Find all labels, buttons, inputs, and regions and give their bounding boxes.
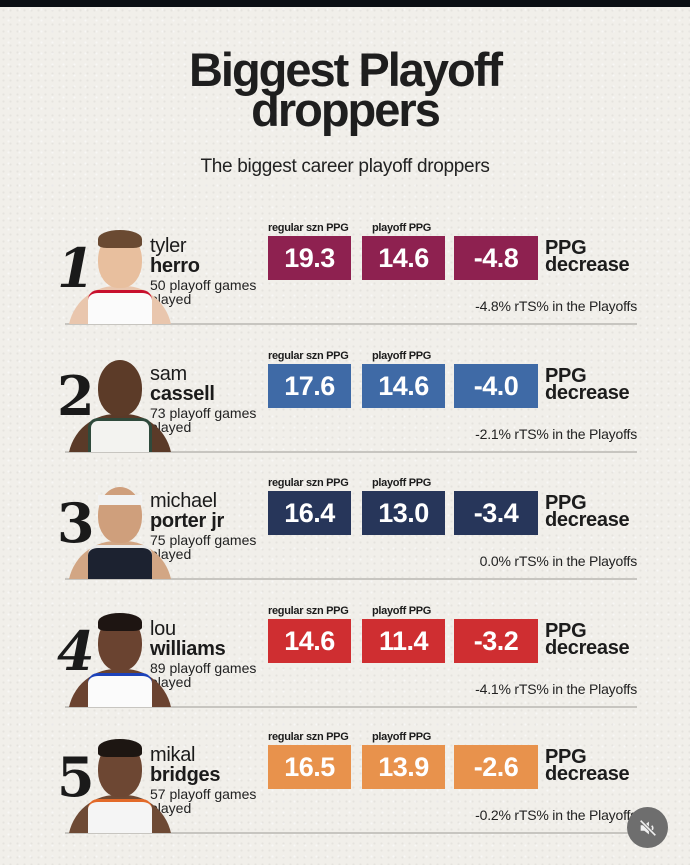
decrease-label-line-1: PPG [545, 492, 587, 514]
player-photo [64, 611, 172, 707]
ppg-decrease-label: PPG decrease [545, 746, 630, 785]
player-row-1: 1 tyler herro 50 playoff games played re… [0, 216, 690, 344]
decrease-label-line-1: PPG [545, 746, 587, 768]
ppg-decrease-label: PPG decrease [545, 620, 630, 659]
last-name: williams [150, 638, 226, 660]
rts-note: 0.0% rTS% in the Playoffs [479, 553, 638, 569]
player-row-5: 5 mikal bridges 57 playoff games played … [0, 725, 690, 853]
last-name: herro [150, 255, 200, 277]
decrease-label-line-1: PPG [545, 620, 587, 642]
row-divider [65, 832, 637, 834]
player-name: michael porter jr [150, 491, 224, 531]
ppg-decrease-label: PPG decrease [545, 237, 630, 276]
ppg-decrease-value: -4.0 [454, 364, 538, 408]
decrease-label-line-2: decrease [545, 254, 630, 276]
player-photo [64, 356, 172, 452]
ppg-decrease-label: PPG decrease [545, 492, 630, 531]
playoff-ppg-value: 14.6 [362, 236, 445, 280]
regular-ppg-value: 16.5 [268, 745, 351, 789]
regular-ppg-label: regular szn PPG [268, 477, 349, 489]
title-line-1: Biggest Playoff [188, 43, 503, 96]
rts-note: -4.8% rTS% in the Playoffs [475, 298, 637, 314]
decrease-label-line-2: decrease [545, 509, 630, 531]
player-photo [64, 737, 172, 833]
decrease-label-line-2: decrease [545, 763, 630, 785]
decrease-label-line-2: decrease [545, 382, 630, 404]
top-bar [0, 0, 690, 7]
rank-number: 4 [57, 619, 95, 683]
last-name: cassell [150, 383, 215, 405]
player-name: sam cassell [150, 364, 215, 404]
regular-ppg-label: regular szn PPG [268, 222, 349, 234]
playoff-ppg-value: 13.9 [362, 745, 445, 789]
regular-ppg-value: 17.6 [268, 364, 351, 408]
playoff-ppg-label: playoff PPG [372, 222, 432, 234]
decrease-label-line-2: decrease [545, 637, 630, 659]
player-photo [64, 483, 172, 579]
player-row-3: 3 michael porter jr 75 playoff games pla… [0, 471, 690, 599]
last-name: porter jr [150, 510, 224, 532]
playoff-ppg-label: playoff PPG [372, 477, 432, 489]
first-name: tyler [150, 235, 187, 257]
row-divider [65, 706, 637, 708]
ppg-decrease-value: -3.2 [454, 619, 538, 663]
regular-ppg-label: regular szn PPG [268, 605, 349, 617]
regular-ppg-label: regular szn PPG [268, 350, 349, 362]
playoff-ppg-value: 13.0 [362, 491, 445, 535]
playoff-ppg-value: 11.4 [362, 619, 445, 663]
first-name: sam [150, 363, 187, 385]
regular-ppg-value: 14.6 [268, 619, 351, 663]
mute-button[interactable] [627, 807, 668, 848]
player-name: tyler herro [150, 236, 200, 276]
rank-number: 3 [57, 491, 95, 555]
first-name: lou [150, 618, 176, 640]
regular-ppg-value: 19.3 [268, 236, 351, 280]
rts-note: -0.2% rTS% in the Playoffs [475, 807, 637, 823]
subtitle: The biggest career playoff droppers [200, 156, 490, 177]
ppg-decrease-value: -4.8 [454, 236, 538, 280]
row-divider [65, 323, 637, 325]
playoff-ppg-label: playoff PPG [372, 350, 432, 362]
first-name: michael [150, 490, 217, 512]
decrease-label-line-1: PPG [545, 365, 587, 387]
title-line-2: droppers [251, 83, 441, 136]
player-name: mikal bridges [150, 745, 220, 785]
row-divider [65, 451, 637, 453]
first-name: mikal [150, 744, 196, 766]
player-photo [64, 228, 172, 324]
regular-ppg-label: regular szn PPG [268, 731, 349, 743]
player-row-4: 4 lou williams 89 playoff games played r… [0, 599, 690, 727]
ppg-decrease-value: -3.4 [454, 491, 538, 535]
speaker-muted-icon [639, 819, 656, 836]
rank-number: 5 [57, 745, 95, 809]
rank-number: 1 [57, 236, 95, 300]
headband [98, 495, 142, 505]
playoff-ppg-label: playoff PPG [372, 605, 432, 617]
playoff-ppg-value: 14.6 [362, 364, 445, 408]
rts-note: -4.1% rTS% in the Playoffs [475, 681, 637, 697]
player-row-2: 2 sam cassell 73 playoff games played re… [0, 344, 690, 472]
regular-ppg-value: 16.4 [268, 491, 351, 535]
rts-note: -2.1% rTS% in the Playoffs [475, 426, 637, 442]
playoff-ppg-label: playoff PPG [372, 731, 432, 743]
ppg-decrease-label: PPG decrease [545, 365, 630, 404]
ppg-decrease-value: -2.6 [454, 745, 538, 789]
decrease-label-line-1: PPG [545, 237, 587, 259]
row-divider [65, 578, 637, 580]
player-name: lou williams [150, 618, 226, 660]
rank-number: 2 [57, 364, 95, 428]
last-name: bridges [150, 764, 221, 786]
page-title: Biggest Playoff droppers [0, 43, 690, 136]
